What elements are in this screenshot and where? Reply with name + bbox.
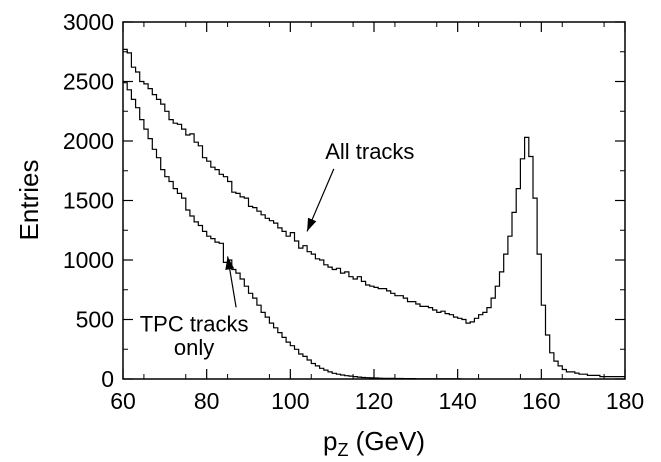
x-tick-label: 180 [606,388,644,414]
series-line-2 [123,82,462,380]
series-line-1 [123,48,625,378]
y-tick-label: 2000 [63,128,114,154]
x-tick-label: 160 [522,388,560,414]
y-tick-label: 2500 [63,69,114,95]
x-tick-label: 100 [271,388,309,414]
x-axis-title: pZ (GeV) [323,426,425,460]
x-axis-title-main: p [323,426,337,456]
x-tick-label: 140 [438,388,476,414]
annotation-arrow-head-2 [225,256,235,270]
ticks-group: 60 80 100 120 140 160 180 0 500 1000 1500 2000 2500 3… [63,9,644,414]
y-tick-label: 0 [101,366,114,392]
y-tick-label: 500 [76,307,114,333]
y-tick-label: 3000 [63,9,114,35]
x-axis-title-unit: (GeV) [348,426,425,456]
x-tick-label: 120 [355,388,393,414]
x-axis-title-sub: Z [337,440,348,460]
y-axis-title: Entries [14,160,44,241]
y-tick-label: 1000 [63,247,114,273]
series-group [123,48,625,380]
x-tick-label: 80 [194,388,220,414]
annotation-label-3: only [174,335,214,360]
annotation-label-1: All tracks [325,139,414,164]
annotation-label-2: TPC tracks [140,311,249,336]
x-tick-label: 60 [110,388,136,414]
y-tick-label: 1500 [63,188,114,214]
annotation-arrow-head-1 [307,217,317,232]
